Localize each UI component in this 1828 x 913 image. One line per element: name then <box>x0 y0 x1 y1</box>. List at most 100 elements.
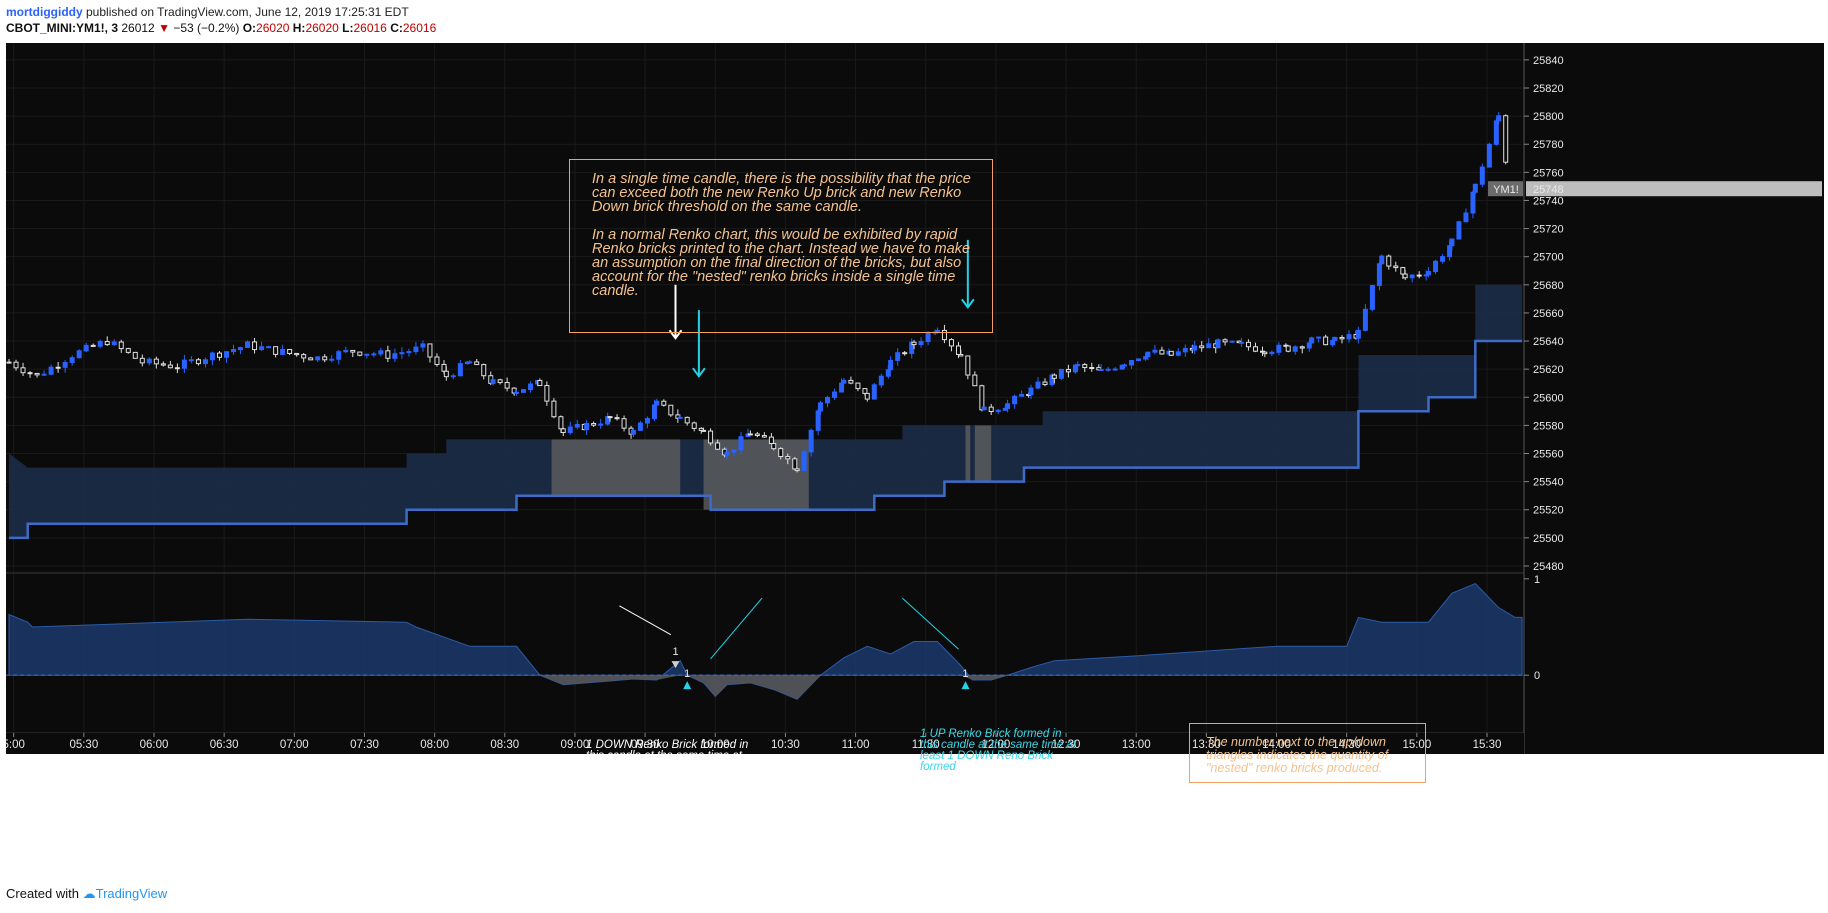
candle-body <box>55 366 61 369</box>
price-tick-label: 25620 <box>1533 364 1564 376</box>
time-tick-label: 12:30 <box>1052 739 1081 751</box>
time-tick-label: 07:30 <box>350 739 379 751</box>
candle-body <box>139 357 145 364</box>
candle-body <box>231 349 237 353</box>
candle-body <box>364 353 370 356</box>
candle-body <box>406 351 412 354</box>
candle-body <box>1222 339 1228 343</box>
candle-body <box>188 359 194 362</box>
candle-body <box>955 345 961 355</box>
candle-body <box>1238 341 1244 344</box>
candle-body <box>895 352 901 361</box>
candle-body <box>684 416 690 424</box>
candle-body <box>560 428 566 433</box>
price-tick-label: 25760 <box>1533 167 1564 179</box>
price-axis[interactable] <box>1524 43 1824 754</box>
price-tick-label: 25740 <box>1533 195 1564 207</box>
candle-body <box>768 436 774 445</box>
candle-body <box>427 343 433 358</box>
last-price-symbol-tag <box>1488 181 1523 197</box>
candle-body <box>972 374 978 387</box>
chart-area[interactable]: 1 1 1 25480 25500 25520 25540 25560 25580 25600 25… <box>2 43 1824 878</box>
candle-body <box>1136 358 1142 362</box>
candle-body <box>731 449 737 453</box>
candle-body <box>490 379 496 384</box>
annotation-up-brick: 1 UP Renko Brick formed in this candle a… <box>920 728 1076 773</box>
candle-body <box>371 353 377 356</box>
candle-body <box>1051 374 1057 379</box>
time-axis[interactable] <box>6 733 1524 754</box>
candle-body <box>76 350 82 359</box>
candle-body <box>1112 368 1118 371</box>
candle-body <box>146 358 152 364</box>
candle-body <box>1309 337 1315 344</box>
candle-body <box>1449 238 1455 247</box>
down-triangle-icon: ▼ <box>158 21 170 35</box>
candle-body <box>174 367 180 370</box>
symbol-name: CBOT_MINI:YM1!, 3 <box>6 21 119 35</box>
candle-body <box>202 359 208 365</box>
price-tick-label: 25580 <box>1533 420 1564 432</box>
candle-body <box>708 430 714 444</box>
time-tick-label: 12:00 <box>982 739 1011 751</box>
candle-body <box>644 418 650 424</box>
close-label: C: <box>390 21 403 35</box>
candle-body <box>350 349 356 353</box>
candle-body <box>1479 166 1485 185</box>
candle-body <box>785 456 791 460</box>
triangle-up-icon <box>683 681 692 690</box>
candle-body <box>1402 273 1408 279</box>
price-tick-label: 25820 <box>1533 83 1564 95</box>
chart-svg[interactable]: 11 12548025500255202554025560255802560025… <box>2 43 1824 878</box>
candle-body <box>792 458 798 470</box>
price-change: −53 (−0.2%) <box>173 21 240 35</box>
candle-body <box>378 350 384 355</box>
candle-body <box>1252 346 1258 352</box>
candle-body <box>979 385 985 411</box>
candle-body <box>614 417 620 420</box>
candle-body <box>294 352 300 356</box>
candle-body <box>574 423 580 428</box>
arrow-head-icon <box>961 298 975 309</box>
candle-body <box>329 358 335 361</box>
publish-text: published on TradingView.com, June 12, 2… <box>82 5 409 19</box>
candle-body <box>855 382 861 390</box>
candle-body <box>13 361 19 369</box>
time-tick-label: 10:30 <box>771 739 800 751</box>
candle-body <box>567 426 573 433</box>
tradingview-link[interactable]: TradingView <box>95 886 168 901</box>
candle-body <box>1065 368 1071 373</box>
candle-body <box>1323 336 1329 346</box>
candle-body <box>925 332 931 343</box>
tradingview-logo-icon[interactable]: ☁ <box>82 886 96 901</box>
candle-body <box>357 351 363 356</box>
candle-body <box>1316 336 1322 339</box>
time-tick-label: 15:00 <box>1402 739 1431 751</box>
candle-body <box>1206 343 1212 349</box>
candle-body <box>544 385 550 402</box>
candle-body <box>441 363 447 372</box>
candle-body <box>1369 284 1375 310</box>
author-link[interactable]: mortdiggiddy <box>6 5 83 19</box>
annotation-count: The number next to the up/down triangles… <box>1189 723 1426 783</box>
candle-body <box>1306 342 1312 349</box>
candle-body <box>457 363 463 377</box>
candle-body <box>941 329 947 341</box>
candle-body <box>1409 274 1415 279</box>
time-tick-label: 14:30 <box>1332 739 1361 751</box>
candle-body <box>1472 183 1478 193</box>
candle-body <box>1175 351 1181 356</box>
candle-body <box>69 357 75 364</box>
candle-body <box>1393 265 1399 269</box>
candle-body <box>41 373 47 376</box>
candle-body <box>273 346 279 355</box>
candle-body <box>1470 191 1476 214</box>
candle-body <box>621 418 627 429</box>
nested-brick-zone <box>551 439 681 496</box>
candle-body <box>558 416 564 430</box>
candle-body <box>1122 364 1128 367</box>
candle-body <box>965 355 971 376</box>
candle-body <box>420 343 426 348</box>
candle-body <box>911 341 917 346</box>
candle-body <box>878 375 884 386</box>
